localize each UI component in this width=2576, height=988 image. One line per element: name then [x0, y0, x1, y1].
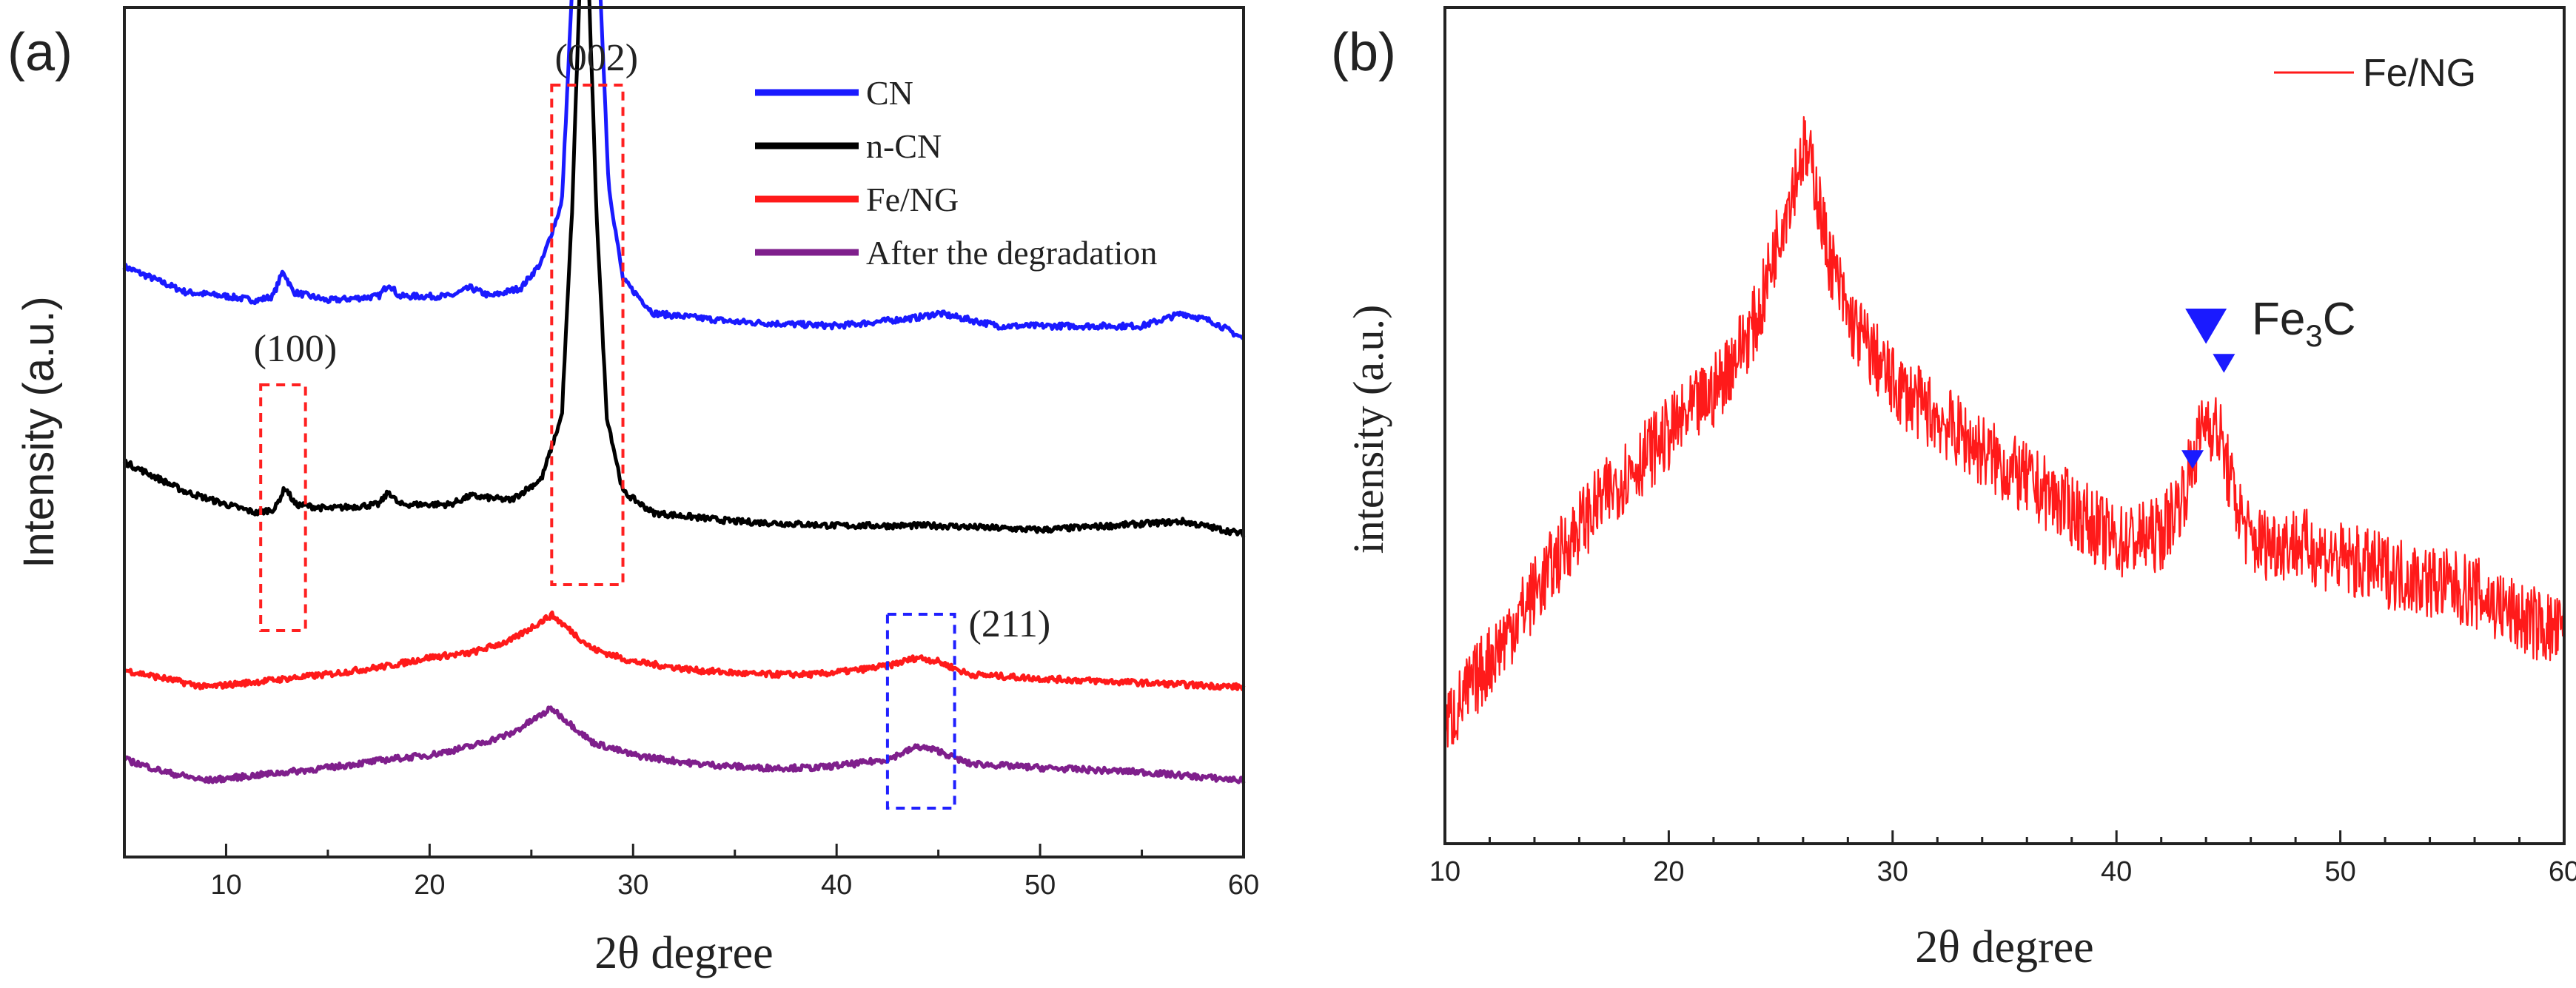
panel-b-series-group	[1443, 115, 2566, 748]
legend-label-n-cn: n-CN	[866, 127, 942, 165]
fe3c-label-fe: Fe	[2252, 294, 2305, 345]
panel-a-label: (a)	[7, 23, 73, 82]
tick-label-a-20: 20	[414, 870, 445, 901]
legend-label-cn: CN	[866, 74, 913, 112]
tick-label-a-30: 30	[617, 870, 648, 901]
panel-b-plot-frame	[1443, 6, 2566, 845]
tick-label-b-10: 10	[1429, 856, 1460, 887]
tick-label-b-20: 20	[1653, 856, 1684, 887]
panel-a-annotation-boxes: (002) (100) (211)	[254, 37, 1051, 810]
panel-b-xlabel: 2θ degree	[1915, 922, 2093, 972]
panel-a-plot-frame	[123, 6, 1245, 858]
panel-a-xlabel: 2θ degree	[594, 928, 773, 978]
panel-b-x-ticks: 10 20 30 40 50 60	[1429, 830, 2576, 887]
fe3c-label-subscript: 3	[2305, 318, 2322, 353]
fe3c-marker-0	[2185, 309, 2227, 344]
panel-b-fe3c-label: Fe3C	[2252, 294, 2356, 353]
panel-a-x-ticks: 10 20 30 40 50 60	[123, 844, 1259, 901]
tick-label-b-30: 30	[1877, 856, 1908, 887]
tick-label-a-60: 60	[1228, 870, 1259, 901]
annotation-box-100	[259, 383, 307, 632]
tick-label-a-40: 40	[821, 870, 852, 901]
fe3c-label-c: C	[2323, 294, 2356, 345]
annotation-box-211	[885, 613, 956, 810]
series-line-cn	[122, 0, 1245, 340]
panel-b-label: (b)	[1331, 23, 1396, 82]
tick-label-b-50: 50	[2324, 856, 2355, 887]
annotation-label-002: (002)	[554, 37, 638, 79]
legend-label-fe-ng: Fe/NG	[866, 181, 959, 218]
svg-text:Fe3C: Fe3C	[2252, 294, 2356, 353]
series-line-n-cn	[122, 0, 1246, 538]
series-line-fe-ng	[123, 610, 1246, 691]
tick-label-b-60: 60	[2549, 856, 2576, 887]
tick-label-b-40: 40	[2101, 856, 2132, 887]
annotation-label-211: (211)	[969, 603, 1051, 645]
fe3c-marker-1	[2213, 354, 2235, 373]
tick-label-a-10: 10	[210, 870, 241, 901]
panel-b-ylabel: intensity (a.u.)	[1344, 305, 1392, 554]
panel-b-legend: Fe/NG	[2274, 52, 2476, 95]
panel-b-fe3c-markers	[2181, 309, 2235, 469]
tick-label-a-50: 50	[1024, 870, 1056, 901]
panel-a-legend: CN n-CN Fe/NG After the degradation	[755, 74, 1157, 272]
annotation-box-002	[550, 84, 625, 586]
series-line-b-fe-ng	[1443, 115, 2566, 748]
legend-label-after-the-degradation: After the degradation	[866, 234, 1157, 272]
annotation-label-100: (100)	[254, 328, 338, 370]
panel-a: (a) (002) (100) (211) 10 20 30 40 50 60 Intensi…	[7, 0, 1259, 978]
fe3c-marker-2	[2181, 450, 2204, 469]
panel-a-ylabel: Intensity (a.u.)	[15, 296, 63, 568]
panel-b: (b) 10 20 30 40 50 60 intensity (a.u.) 2θ deg…	[1331, 6, 2576, 972]
panel-a-series-group	[122, 0, 1246, 784]
legend-label-b-fe-ng: Fe/NG	[2363, 52, 2476, 95]
series-line-after-the-degradation	[123, 705, 1246, 784]
